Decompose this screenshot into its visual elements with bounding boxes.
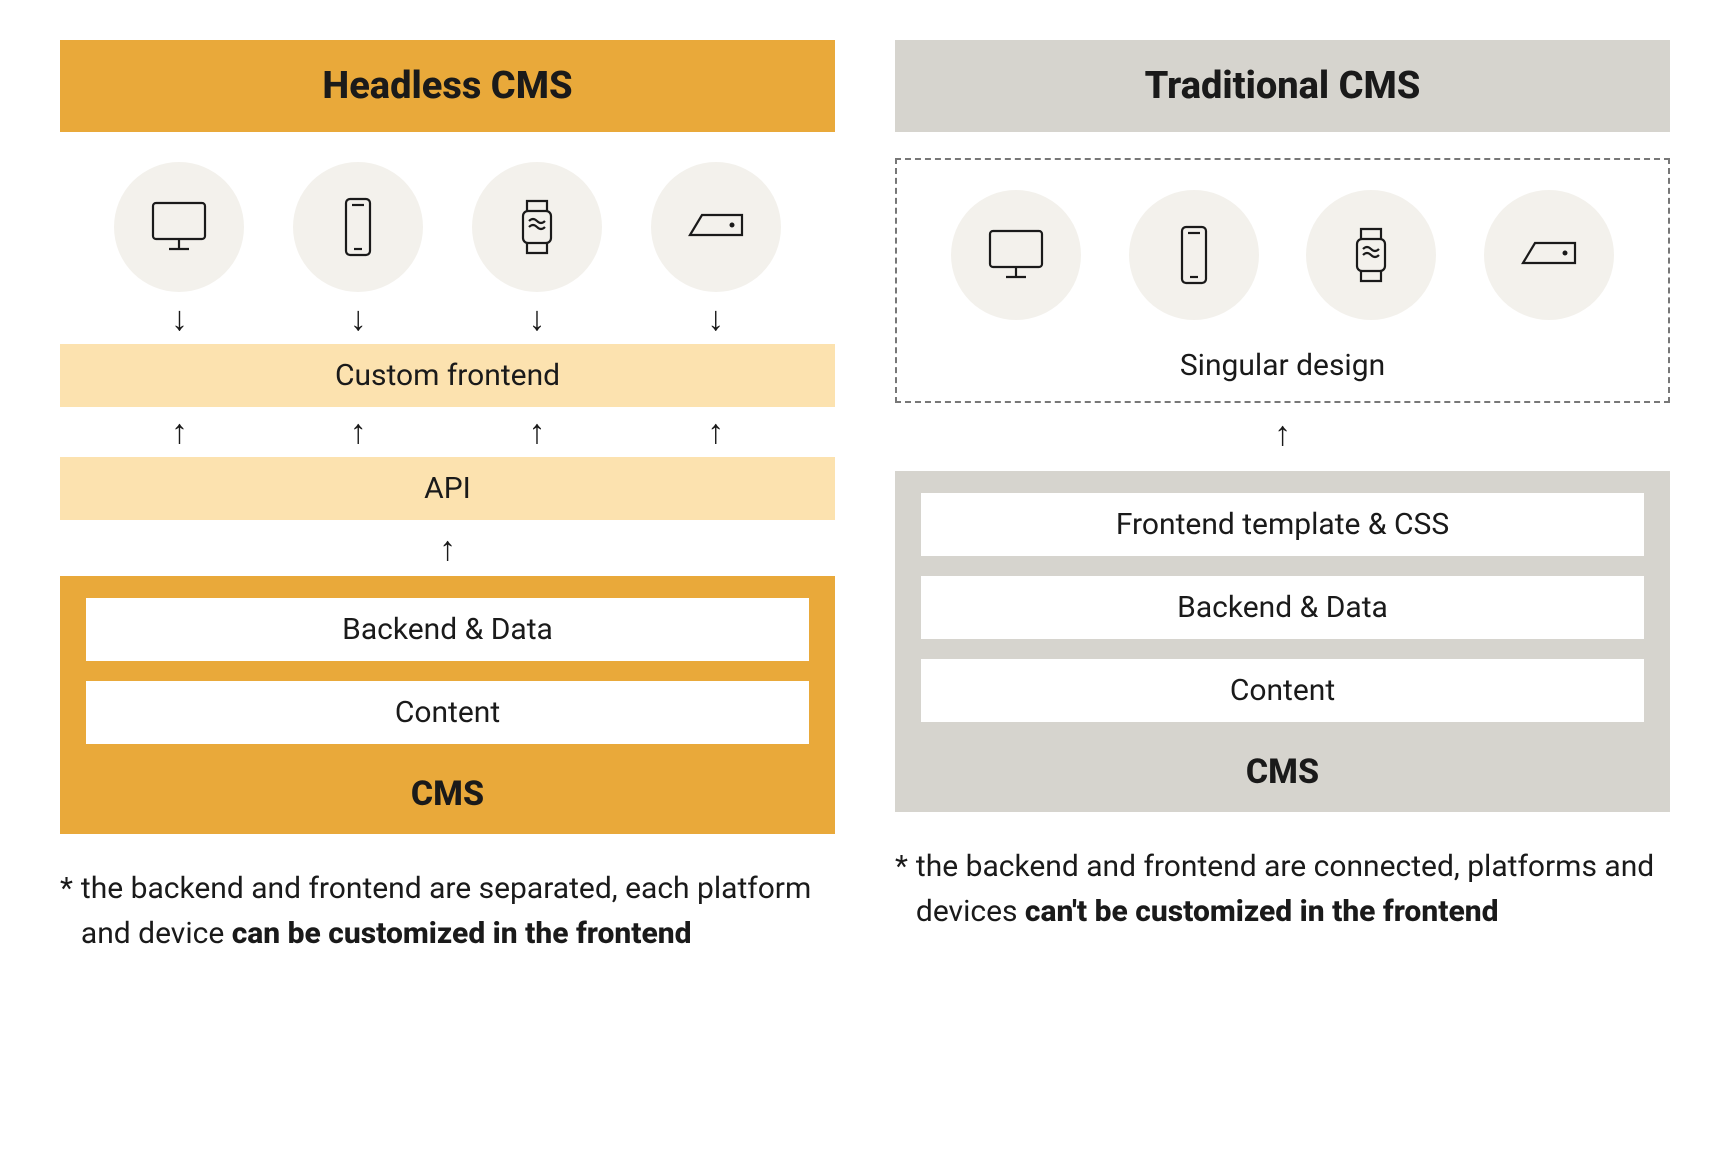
- headless-footnote: * the backend and frontend are separated…: [60, 866, 835, 956]
- headless-devices: [60, 132, 835, 302]
- console-icon: [1484, 190, 1614, 320]
- custom-frontend-band: Custom frontend: [60, 344, 835, 407]
- api-band: API: [60, 457, 835, 520]
- watch-icon: [1306, 190, 1436, 320]
- footnote-bold: can be customized in the frontend: [232, 916, 692, 951]
- headless-column: Headless CMS ↓ ↓ ↓ ↓ Custom frontend ↑: [60, 40, 835, 956]
- singular-design-box: Singular design: [895, 158, 1670, 403]
- headless-arrows-up: ↑ ↑ ↑ ↑: [60, 415, 835, 449]
- arrow-up-icon: ↑: [528, 415, 545, 449]
- singular-design-label: Singular design: [897, 330, 1668, 383]
- headless-title: Headless CMS: [60, 40, 835, 132]
- traditional-cms-block: Frontend template & CSS Backend & Data C…: [895, 471, 1670, 812]
- console-icon: [651, 162, 781, 292]
- traditional-column: Traditional CMS Singular design ↑ Fr: [895, 40, 1670, 956]
- arrow-down-icon: ↓: [707, 302, 724, 336]
- arrow-down-icon: ↓: [350, 302, 367, 336]
- traditional-footnote: * the backend and frontend are connected…: [895, 844, 1670, 934]
- backend-data-band: Backend & Data: [86, 598, 809, 661]
- phone-icon: [1129, 190, 1259, 320]
- arrow-down-icon: ↓: [171, 302, 188, 336]
- desktop-icon: [114, 162, 244, 292]
- headless-arrows-down: ↓ ↓ ↓ ↓: [60, 302, 835, 336]
- traditional-title: Traditional CMS: [895, 40, 1670, 132]
- phone-icon: [293, 162, 423, 292]
- arrow-up-icon: ↑: [707, 415, 724, 449]
- asterisk-icon: *: [60, 866, 73, 956]
- arrow-up-icon: ↑: [60, 528, 835, 570]
- diagram-container: Headless CMS ↓ ↓ ↓ ↓ Custom frontend ↑: [60, 40, 1670, 956]
- traditional-devices: [897, 160, 1668, 330]
- desktop-icon: [951, 190, 1081, 320]
- backend-data-band: Backend & Data: [921, 576, 1644, 639]
- headless-cms-block: Backend & Data Content CMS: [60, 576, 835, 834]
- content-band: Content: [86, 681, 809, 744]
- cms-label: CMS: [921, 742, 1644, 798]
- footnote-bold: can't be customized in the frontend: [1025, 894, 1499, 929]
- arrow-up-icon: ↑: [895, 403, 1670, 465]
- frontend-template-band: Frontend template & CSS: [921, 493, 1644, 556]
- content-band: Content: [921, 659, 1644, 722]
- asterisk-icon: *: [895, 844, 908, 934]
- arrow-down-icon: ↓: [528, 302, 545, 336]
- cms-label: CMS: [86, 764, 809, 820]
- arrow-up-icon: ↑: [350, 415, 367, 449]
- watch-icon: [472, 162, 602, 292]
- arrow-up-icon: ↑: [171, 415, 188, 449]
